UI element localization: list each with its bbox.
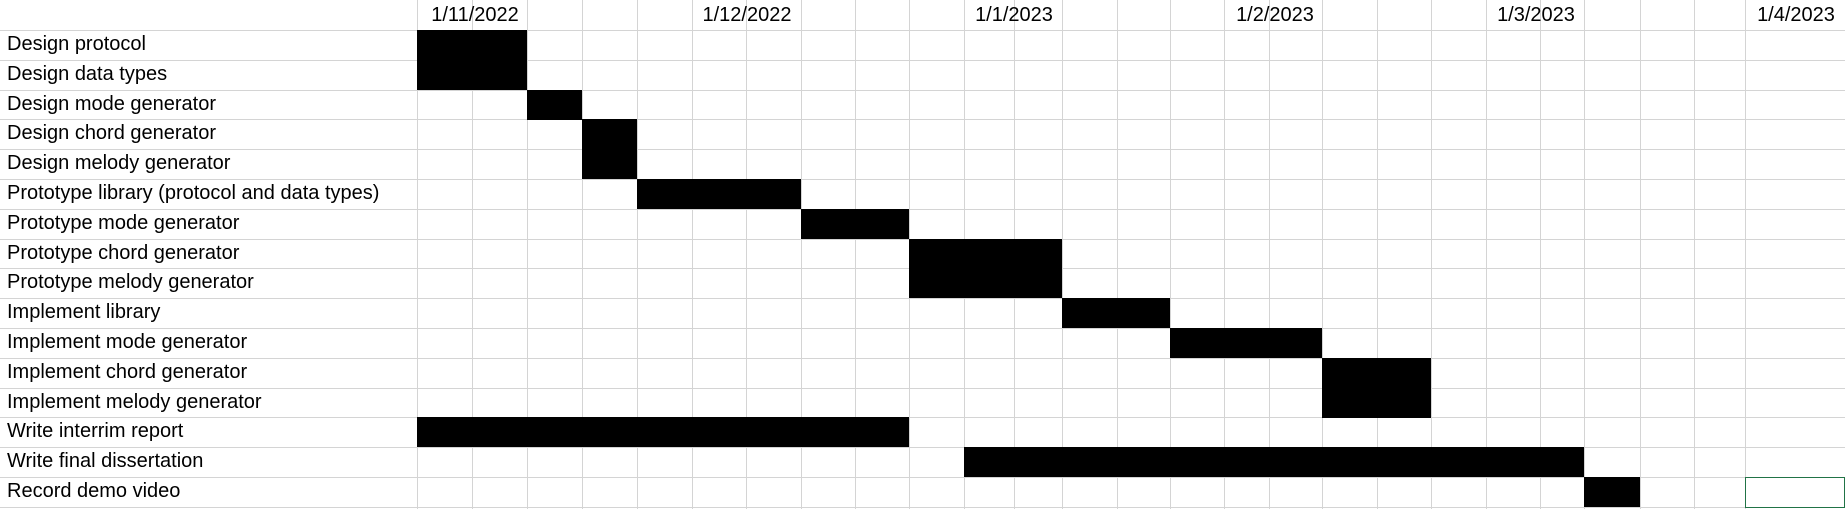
- grid-row-line: [0, 447, 1845, 448]
- grid-column-line: [1322, 0, 1323, 509]
- grid-column-line: [527, 0, 528, 509]
- grid-column-line: [1224, 0, 1225, 509]
- grid-row-line: [0, 328, 1845, 329]
- grid-column-line: [1486, 0, 1487, 509]
- grid-column-line: [855, 0, 856, 509]
- task-label: Implement library: [7, 301, 161, 323]
- task-label: Design protocol: [7, 33, 146, 55]
- task-bar: [1322, 388, 1431, 418]
- header-date: 1/12/2022: [702, 4, 792, 26]
- grid-row-line: [0, 60, 1845, 61]
- task-bar: [964, 447, 1584, 477]
- grid-column-line: [472, 0, 473, 509]
- header-date: 1/4/2023: [1757, 4, 1835, 26]
- task-bar: [1322, 358, 1431, 388]
- grid-column-line: [1170, 0, 1171, 509]
- task-label: Prototype library (protocol and data typ…: [7, 182, 380, 204]
- grid-column-line: [1694, 0, 1695, 509]
- grid-row-line: [0, 90, 1845, 91]
- task-bar: [527, 90, 582, 120]
- grid-column-line: [692, 0, 693, 509]
- task-label: Prototype melody generator: [7, 271, 254, 293]
- grid-row-line: [0, 358, 1845, 359]
- grid-column-line: [1377, 0, 1378, 509]
- header-date: 1/3/2023: [1497, 4, 1575, 26]
- selected-cell[interactable]: [1745, 477, 1845, 508]
- grid-row-line: [0, 209, 1845, 210]
- task-label: Design melody generator: [7, 152, 231, 174]
- grid-column-line: [1062, 0, 1063, 509]
- grid-column-line: [637, 0, 638, 509]
- grid-row-line: [0, 417, 1845, 418]
- grid-column-line: [746, 0, 747, 509]
- grid-row-line: [0, 119, 1845, 120]
- grid-column-line: [1269, 0, 1270, 509]
- task-bar: [582, 149, 637, 179]
- task-bar: [909, 239, 1062, 269]
- task-label: Design mode generator: [7, 93, 217, 115]
- grid-row-line: [0, 477, 1845, 478]
- grid-row-line: [0, 388, 1845, 389]
- task-label: Prototype mode generator: [7, 212, 240, 234]
- grid-column-line: [582, 0, 583, 509]
- task-label: Write interrim report: [7, 420, 184, 442]
- task-bar: [801, 209, 909, 239]
- grid-column-line: [1117, 0, 1118, 509]
- grid-row-line: [0, 149, 1845, 150]
- grid-row-line: [0, 179, 1845, 180]
- grid-column-line: [1745, 0, 1746, 509]
- task-label: Design chord generator: [7, 122, 217, 144]
- task-bar: [1584, 477, 1640, 507]
- grid-row-line: [0, 30, 1845, 31]
- grid-row-line: [0, 298, 1845, 299]
- task-label: Implement melody generator: [7, 391, 262, 413]
- grid-row-line: [0, 507, 1845, 508]
- grid-column-line: [417, 0, 418, 509]
- grid-column-line: [1584, 0, 1585, 509]
- task-label: Design data types: [7, 63, 168, 85]
- grid-column-line: [1640, 0, 1641, 509]
- task-label: Write final dissertation: [7, 450, 204, 472]
- task-bar: [417, 60, 527, 90]
- task-bar: [909, 268, 1062, 298]
- task-label: Implement chord generator: [7, 361, 248, 383]
- task-bar: [1062, 298, 1170, 328]
- grid-column-line: [1540, 0, 1541, 509]
- grid-column-line: [801, 0, 802, 509]
- task-bar: [1170, 328, 1322, 358]
- header-date: 1/11/2022: [431, 4, 519, 26]
- task-label: Implement mode generator: [7, 331, 248, 353]
- task-label: Record demo video: [7, 480, 181, 502]
- header-date: 1/2/2023: [1236, 4, 1314, 26]
- task-bar: [417, 30, 527, 60]
- header-date: 1/1/2023: [975, 4, 1053, 26]
- task-label: Prototype chord generator: [7, 242, 240, 264]
- task-bar: [417, 417, 909, 447]
- task-bar: [637, 179, 801, 209]
- task-bar: [582, 119, 637, 149]
- grid-column-line: [1431, 0, 1432, 509]
